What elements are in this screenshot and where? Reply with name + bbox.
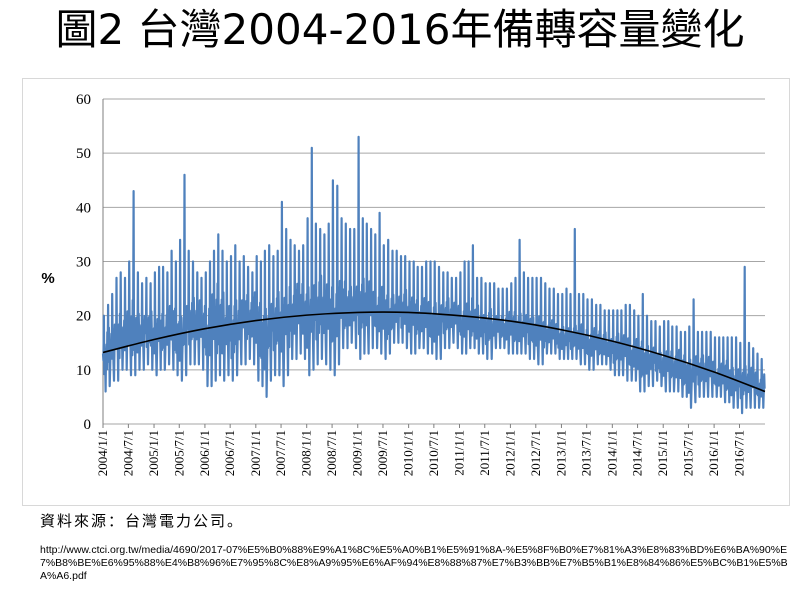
y-axis-label: % [41,270,54,287]
source-url[interactable]: http://www.ctci.org.tw/media/4690/2017-0… [40,544,788,582]
x-tick-label: 2015/7/1 [680,430,695,476]
x-tick-label: 2006/1/1 [197,430,212,476]
x-tick-label: 2007/7/1 [273,430,288,476]
x-tick-label: 2009/1/1 [350,430,365,476]
y-tick-label: 20 [76,309,91,325]
x-tick-label: 2011/1/1 [452,430,467,476]
x-tick-label: 2009/7/1 [375,430,390,476]
x-tick-label: 2005/7/1 [171,430,186,476]
x-tick-label: 2015/1/1 [655,430,670,476]
x-tick-label: 2004/7/1 [120,430,135,476]
x-tick-label: 2013/1/1 [553,430,568,476]
x-tick-label: 2004/1/1 [95,430,110,476]
y-tick-label: 10 [76,363,91,379]
reserve-margin-chart: 0 10 20 30 40 50 60% 2004/1/1 2004/7/1 2005/1/1 20… [41,92,766,476]
chart-figure: 0 10 20 30 40 50 60% 2004/1/1 2004/7/1 2005/1/1 20… [22,78,790,506]
x-tick-label: 2016/1/1 [706,430,721,476]
x-tick-label: 2014/7/1 [630,430,645,476]
x-tick-label: 2006/7/1 [222,430,237,476]
y-tick-label: 30 [76,255,91,271]
x-tick-label: 2011/7/1 [477,430,492,476]
slide-title: 圖2 台灣2004-2016年備轉容量變化 [55,5,745,54]
x-tick-label: 2013/7/1 [579,430,594,476]
y-tick-label: 0 [84,417,92,433]
x-tick-label: 2005/1/1 [146,430,161,476]
x-tick-label: 2010/1/1 [401,430,416,476]
x-tick-label: 2012/7/1 [528,430,543,476]
x-tick-label: 2010/7/1 [426,430,441,476]
x-tick-label: 2012/1/1 [502,430,517,476]
y-tick-label: 50 [76,146,91,162]
x-tick-label: 2007/1/1 [248,430,263,476]
y-tick-label: 40 [76,200,91,216]
y-tick-label: 60 [76,92,91,108]
x-tick-label: 2008/7/1 [324,430,339,476]
x-tick-label: 2014/1/1 [604,430,619,476]
trend-line [102,311,766,393]
source-note: 資料來源：台灣電力公司。 [40,512,245,530]
x-tick-label: 2008/1/1 [299,430,314,476]
daily-reserve-series [101,135,766,415]
x-tick-label: 2016/7/1 [731,430,746,476]
